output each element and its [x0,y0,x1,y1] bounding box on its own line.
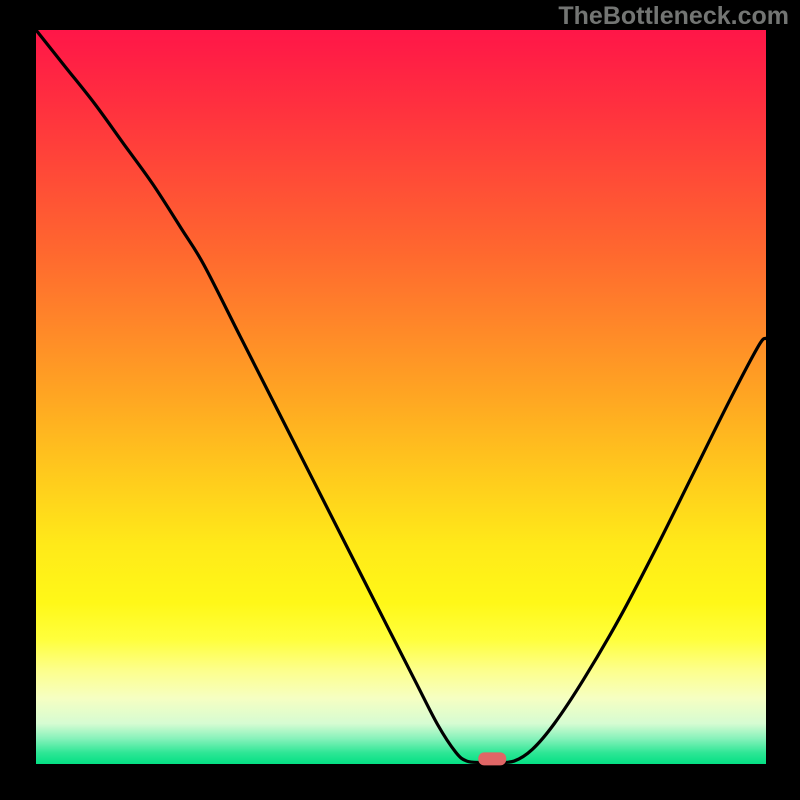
optimal-marker [478,752,506,765]
bottleneck-chart: TheBottleneck.com [0,0,800,800]
watermark-text: TheBottleneck.com [558,2,789,30]
